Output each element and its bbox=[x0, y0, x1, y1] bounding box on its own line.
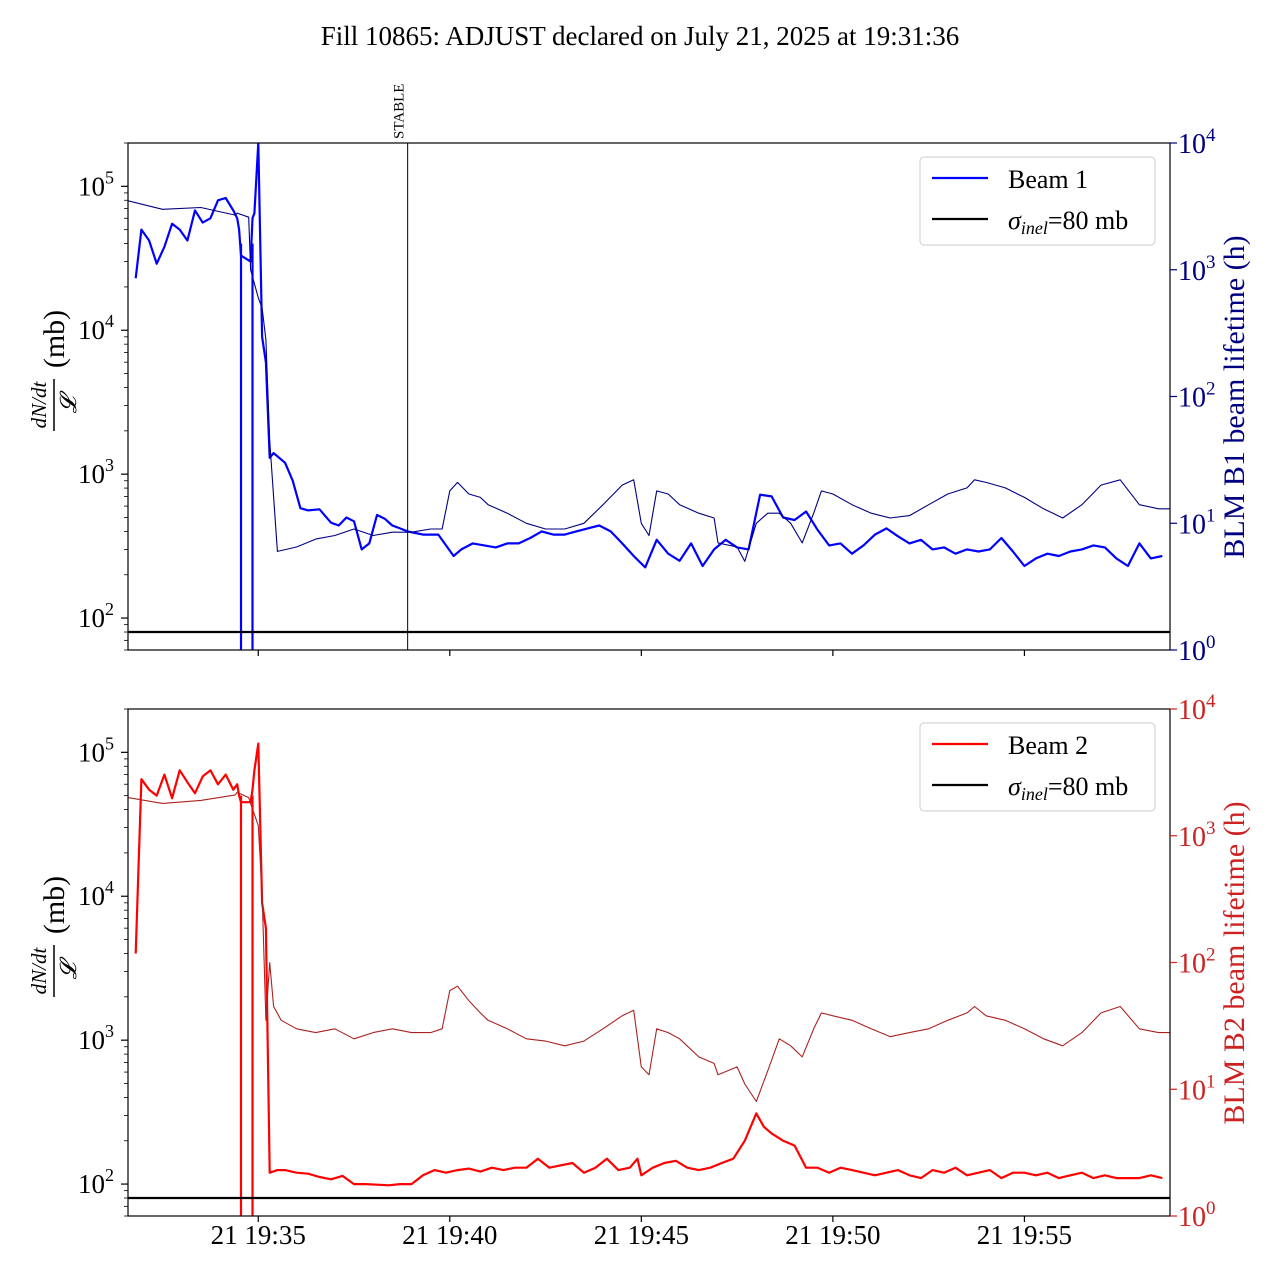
right-tick-label: 102 bbox=[1178, 945, 1216, 980]
figure-title: Fill 10865: ADJUST declared on July 21, … bbox=[321, 21, 959, 51]
beam2-legend-sigma-label: σinel=80 mb bbox=[1008, 772, 1128, 804]
beam2-series-lifetime-line bbox=[128, 791, 1170, 1103]
right-tick-label: 101 bbox=[1178, 1071, 1216, 1106]
beam1-panel: STABLE 102 103 104 105 100 101 102 103 104 dN/d… bbox=[27, 84, 1251, 667]
beam2-panel: 102 103 104 105 100 101 102 103 104 21 19:35 21 … bbox=[27, 691, 1251, 1250]
right-tick-label: 100 bbox=[1178, 1198, 1216, 1233]
beam1-ylabel-left: dN/dt 𝓛 (mb) bbox=[27, 310, 81, 431]
left-tick-label: 103 bbox=[78, 1021, 114, 1055]
left-tick-label: 104 bbox=[78, 877, 114, 911]
beam2-ylabel-left: dN/dt 𝓛 (mb) bbox=[27, 876, 81, 997]
x-tick-label: 21 19:45 bbox=[594, 1220, 689, 1250]
beam1-legend-sigma-label: σinel=80 mb bbox=[1008, 206, 1128, 238]
beam2-ylabel-num: dN/dt bbox=[27, 947, 51, 995]
x-tick-label: 21 19:35 bbox=[211, 1220, 306, 1250]
left-tick-label: 103 bbox=[78, 455, 114, 489]
beam2-legend: Beam 2 σinel=80 mb bbox=[919, 722, 1156, 812]
right-tick-label: 104 bbox=[1178, 691, 1216, 726]
beam2-series-loss-rate-line bbox=[134, 742, 1163, 1187]
right-tick-label: 103 bbox=[1178, 818, 1216, 853]
left-tick-label: 102 bbox=[78, 599, 114, 633]
beam1-series-lifetime-line bbox=[128, 200, 1170, 562]
right-tick-label: 101 bbox=[1178, 505, 1216, 540]
beam1-legend: Beam 1 σinel=80 mb bbox=[919, 156, 1156, 246]
right-tick-label: 103 bbox=[1178, 252, 1216, 287]
right-tick-label: 100 bbox=[1178, 632, 1216, 667]
beam1-ylabel-unit: (mb) bbox=[38, 310, 71, 368]
stable-marker-label: STABLE bbox=[392, 84, 408, 139]
beam1-ylabel-den: 𝓛 bbox=[56, 390, 81, 413]
beam1-series-loss-rate-line bbox=[134, 143, 1163, 569]
beam2-ylabel-unit: (mb) bbox=[38, 876, 71, 934]
beam1-ylabel-num: dN/dt bbox=[27, 381, 51, 429]
beam2-legend-label: Beam 2 bbox=[1008, 731, 1088, 760]
beam1-legend-label: Beam 1 bbox=[1008, 165, 1088, 194]
x-tick-label: 21 19:55 bbox=[977, 1220, 1072, 1250]
x-tick-label: 21 19:50 bbox=[785, 1220, 880, 1250]
beam2-ylabel-right: BLM B2 beam lifetime (h) bbox=[1218, 801, 1251, 1124]
beam2-ylabel-den: 𝓛 bbox=[56, 956, 81, 979]
left-tick-label: 105 bbox=[78, 733, 114, 767]
left-tick-label: 102 bbox=[78, 1165, 114, 1199]
left-tick-label: 105 bbox=[78, 167, 114, 201]
left-tick-label: 104 bbox=[78, 311, 114, 345]
right-tick-label: 104 bbox=[1178, 125, 1216, 160]
x-tick-label: 21 19:40 bbox=[402, 1220, 497, 1250]
right-tick-label: 102 bbox=[1178, 379, 1216, 414]
beam1-ylabel-right: BLM B1 beam lifetime (h) bbox=[1218, 235, 1251, 558]
